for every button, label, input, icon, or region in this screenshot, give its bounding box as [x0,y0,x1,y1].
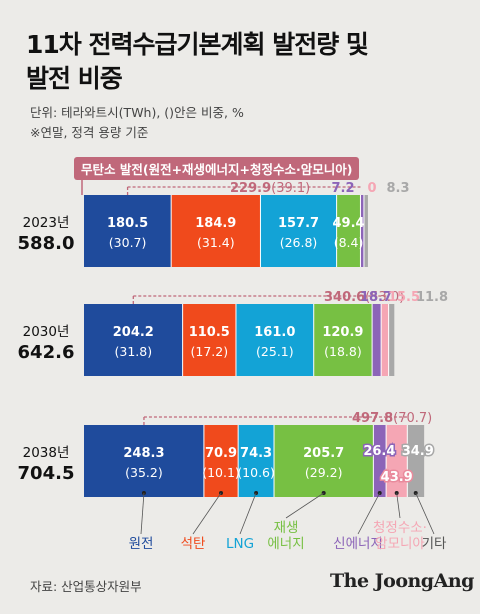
legend-label-hydrogen-0: 청정수소· [373,520,427,536]
value-label-hydrogen-2: 43.9 [381,470,413,485]
carbon-free-total-1: 340.6(53.0) [324,290,404,305]
value-label-nuclear-0: 180.5 [107,216,148,231]
chart-title: 11차 전력수급기본계획 발전량 및 발전 비중 [26,28,369,96]
legend-label-coal-0: 석탄 [181,536,206,552]
bar-segment-nuclear-0 [84,195,172,267]
bar-segment-renewable-2 [274,425,374,497]
carbon-free-total-2: 497.8(70.7) [352,411,432,426]
total-label-1: 642.6 [18,342,75,363]
value-label-hydrogen-1: 15.5 [388,290,420,305]
basis-note: ※연말, 정격 용량 기준 [30,125,149,140]
bar-segment-coal-1 [182,304,236,376]
legend-label-lng-0: LNG [226,536,254,552]
bar-segment-hydrogen-1 [381,304,389,376]
leader-line-nuclear [140,492,145,535]
year-label-0: 2023년 [23,215,70,231]
leader-line-hydrogen [396,492,401,519]
value-label-coal-2: 70.9 [205,446,237,461]
share-label-renewable-0: (8.4) [334,235,364,250]
leader-line-other [415,492,435,535]
value-label-hydrogen-0: 0 [367,181,376,196]
legend-label-hydrogen-1: 암모니아 [375,536,425,552]
value-label-lng-0: 157.7 [278,216,319,231]
value-label-renewable-0: 49.4 [332,216,364,231]
bar-segment-other-0 [363,195,368,267]
bar-segment-other-1 [388,304,395,376]
leader-line-coal [192,492,222,535]
value-label-new_energy-1: 18.7 [360,290,392,305]
leader-line-renewable [285,492,324,519]
share-label-coal-0: (31.4) [197,235,235,250]
unit-note: 단위: 테라와트시(TWh), ()안은 비중, % [30,105,244,120]
bar-segment-new_energy-2 [373,425,387,497]
chart-title-line-2: 발전 비중 [26,64,123,93]
share-label-lng-2: (10.6) [237,465,275,480]
value-label-nuclear-2: 248.3 [123,446,164,461]
carbon-free-legend-box: 무탄소 발전(원전+재생에너지+청정수소·암모니아) [74,157,360,180]
leader-line-new_energy [357,492,381,535]
carbon-free-share-1: (53.0) [365,290,404,305]
value-label-new_energy-2: 26.4 [363,444,395,459]
bar-segment-nuclear-1 [84,304,183,376]
value-label-renewable-1: 120.9 [322,325,363,340]
share-label-nuclear-0: (30.7) [109,235,147,250]
value-label-new_energy-0: 7.2 [331,181,354,196]
legend-label-nuclear-0: 원전 [129,536,154,552]
legend-label-other-0: 기타 [422,536,447,552]
year-label-1: 2030년 [23,324,70,340]
year-label-2: 2038년 [23,445,70,461]
bar-segment-renewable-0 [336,195,361,267]
bar-segment-other-2 [407,425,425,497]
legend-label-new_energy-0: 신에너지 [333,536,383,552]
share-label-lng-0: (26.8) [280,235,318,250]
bar-segment-hydrogen-2 [386,425,408,497]
carbon-free-share-0: (39.1) [271,181,310,196]
total-label-0: 588.0 [18,233,75,254]
share-label-renewable-2: (29.2) [305,465,343,480]
bar-segment-new_energy-0 [360,195,364,267]
bar-segment-renewable-1 [313,304,373,376]
chart-title-line-1: 11차 전력수급기본계획 발전량 및 [26,30,369,59]
value-label-other-0: 8.3 [386,181,409,196]
bar-segment-coal-2 [203,425,239,497]
legend-label-renewable-1: 에너지 [267,536,304,552]
bar-segment-lng-0 [260,195,337,267]
value-label-nuclear-1: 204.2 [113,325,154,340]
value-label-lng-2: 74.3 [240,446,272,461]
carbon-free-value-2: 497.8 [352,411,393,426]
bar-segment-lng-1 [235,304,314,376]
share-label-renewable-1: (18.8) [324,344,362,359]
carbon-free-total-0: 229.9(39.1) [230,181,310,196]
share-label-nuclear-1: (31.8) [115,344,153,359]
share-label-coal-1: (17.2) [190,344,228,359]
brand-logo-text: The JoongAng [330,570,474,592]
legend-label-renewable-0: 재생 [274,520,299,536]
bar-segment-lng-2 [238,425,275,497]
carbon-free-value-1: 340.6 [324,290,365,305]
share-label-coal-2: (10.1) [202,465,240,480]
bar-segment-new_energy-1 [372,304,382,376]
value-label-other-2: 34.9 [402,444,434,459]
value-label-other-1: 11.8 [416,290,448,305]
share-label-lng-1: (25.1) [256,344,294,359]
carbon-free-share-2: (70.7) [393,411,432,426]
value-label-lng-1: 161.0 [254,325,295,340]
value-label-renewable-2: 205.7 [303,446,344,461]
value-label-coal-0: 184.9 [195,216,236,231]
source-note: 자료: 산업통상자원부 [30,579,142,594]
total-label-2: 704.5 [18,463,75,484]
leader-line-lng [239,492,257,535]
bar-segment-coal-0 [171,195,261,267]
carbon-free-value-0: 229.9 [230,181,271,196]
share-label-nuclear-2: (35.2) [125,465,163,480]
value-label-coal-1: 110.5 [189,325,230,340]
bar-segment-nuclear-2 [84,425,204,497]
